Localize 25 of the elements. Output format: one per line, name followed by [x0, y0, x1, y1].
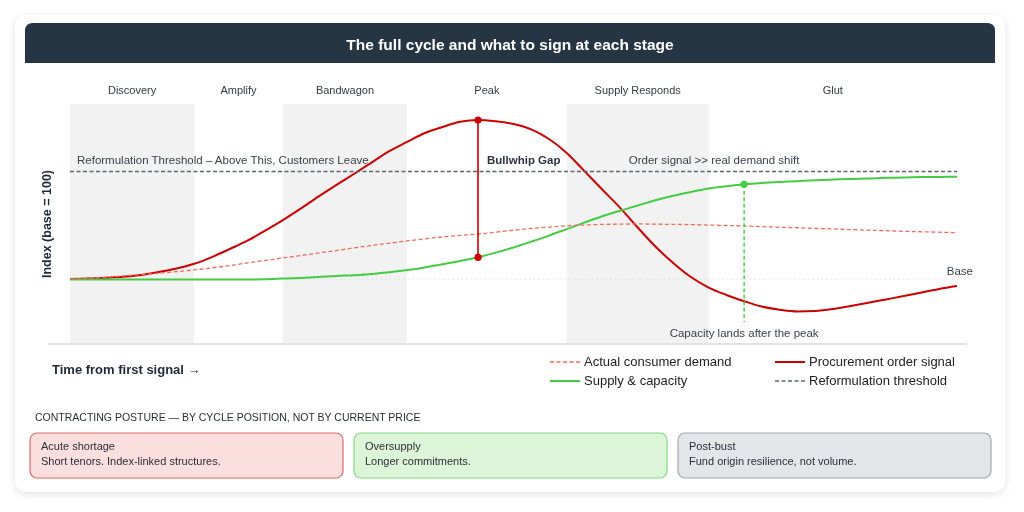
text: Discovery	[107, 84, 157, 96]
text: Fund origin resilience, not volume.	[689, 455, 857, 467]
text: Amplify	[220, 84, 258, 96]
chart-title: The full cycle and what to sign at each stage	[346, 35, 675, 53]
annotation: Reformulation Threshold – Above This, Customers Leave	[77, 153, 369, 166]
x-axis-title: Time from first signal →	[52, 362, 201, 377]
legend-label: Supply & capacity	[584, 373, 688, 388]
text: Oversupply	[365, 440, 422, 452]
y-axis-title: Index (base = 100)	[40, 169, 54, 279]
text: Short tenors. Index-linked structures.	[41, 455, 221, 467]
ref-line-label: Base	[946, 265, 973, 278]
annotation: Bullwhip Gap	[487, 154, 561, 166]
text: Peak	[474, 84, 500, 96]
text: Bandwagon	[315, 84, 375, 96]
legend-label: Actual consumer demand	[584, 354, 732, 369]
legend-label: Reformulation threshold	[809, 373, 948, 388]
legend-label: Procurement order signal	[809, 354, 956, 369]
text: Supply Responds	[594, 84, 682, 96]
annotation: Order signal >> real demand shift	[628, 153, 801, 166]
annotation: Capacity lands after the peak	[669, 327, 819, 339]
text: Glut	[822, 84, 843, 96]
text: Longer commitments.	[365, 455, 471, 467]
text: Acute shortage	[41, 440, 115, 452]
text: Post-bust	[689, 440, 736, 452]
text: CONTRACTING POSTURE — BY CYCLE POSITION, NOT BY CURRENT PRICE	[35, 411, 421, 423]
